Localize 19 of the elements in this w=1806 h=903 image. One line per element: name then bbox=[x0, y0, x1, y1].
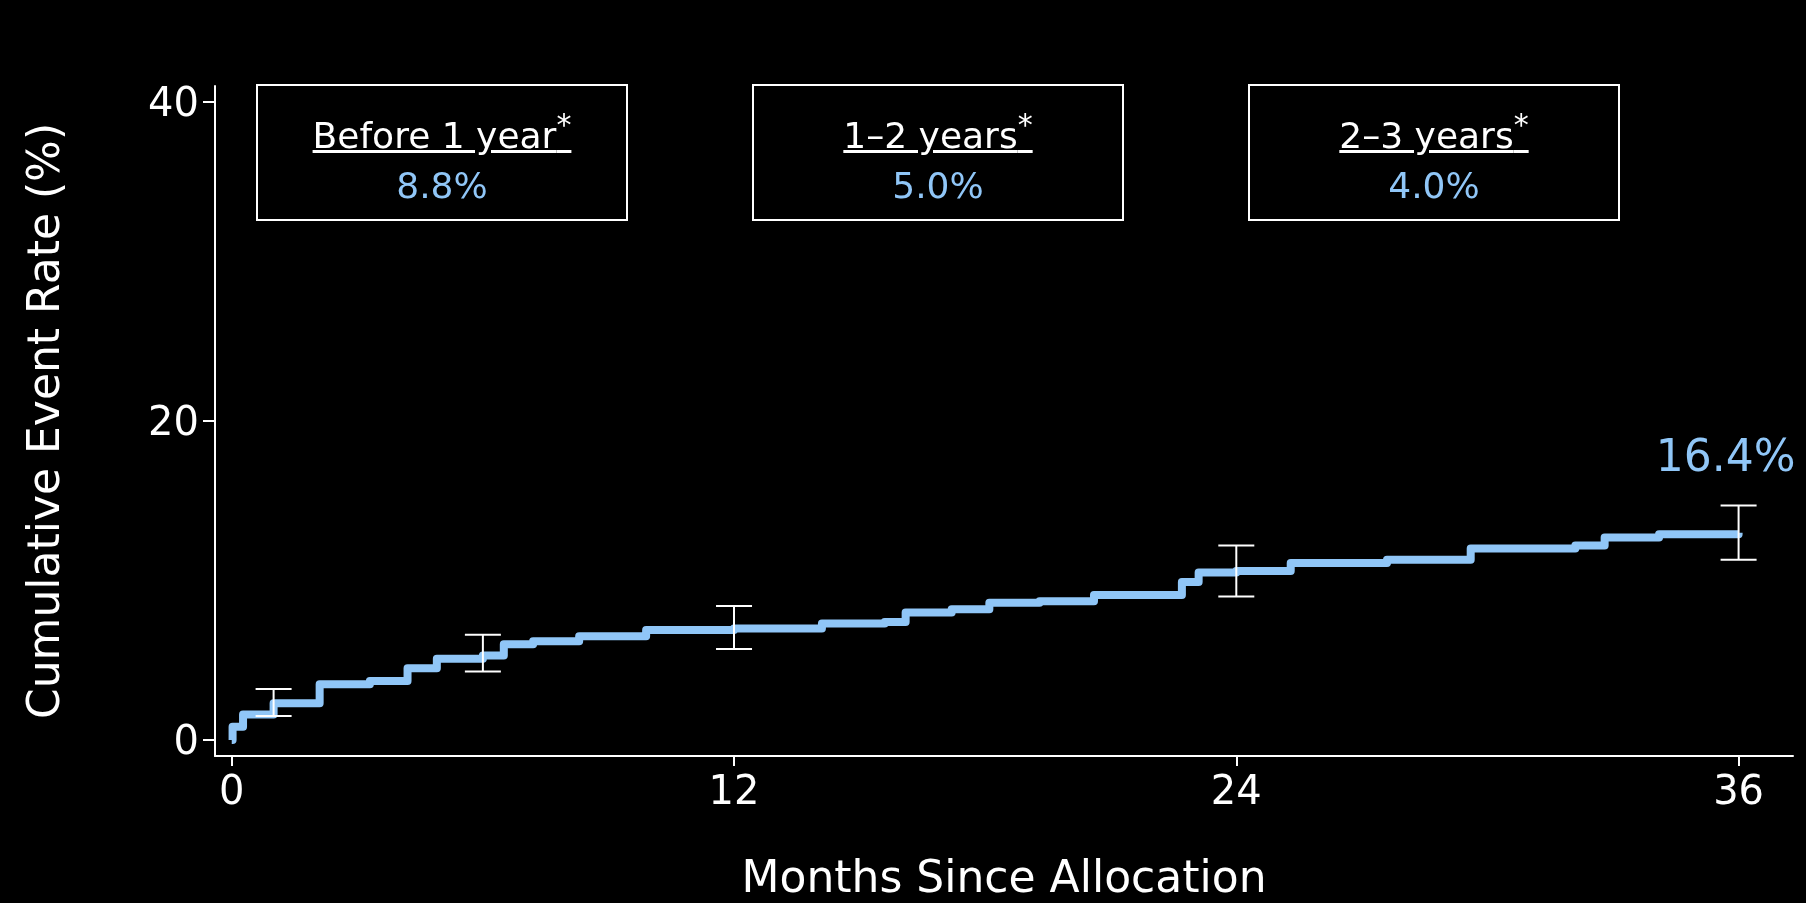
note-box: 1–2 years$^{*}$ 5.0% bbox=[752, 84, 1124, 221]
y-tick-label: 20 bbox=[148, 398, 199, 444]
annotation: Before 1 year$^{*}$ bbox=[311, 106, 573, 158]
y-axis-title: Cumulative Event Rate (%) bbox=[17, 122, 69, 720]
annotation: 8.8% bbox=[395, 164, 489, 208]
x-tick-label: 12 bbox=[708, 767, 760, 813]
x-tick-label: 36 bbox=[1713, 767, 1765, 813]
x-tick-label: 0 bbox=[219, 767, 245, 813]
annotation: 4.0% bbox=[1387, 164, 1481, 208]
x-tick-label: 24 bbox=[1210, 767, 1262, 813]
y-tick-label: 0 bbox=[173, 717, 199, 764]
annotation: 16.4% bbox=[1655, 430, 1796, 482]
note-box: Before 1 year$^{*}$ 8.8% bbox=[256, 84, 628, 221]
annotation: 1–2 years$^{*}$ bbox=[842, 106, 1034, 158]
note-box: 2–3 years$^{*}$ 4.0% bbox=[1248, 84, 1620, 221]
annotation: 2–3 years$^{*}$ bbox=[1338, 106, 1530, 158]
annotation: 5.0% bbox=[891, 164, 985, 208]
x-axis-title: Months Since Allocation bbox=[741, 850, 1267, 902]
y-tick-label: 40 bbox=[148, 78, 199, 125]
